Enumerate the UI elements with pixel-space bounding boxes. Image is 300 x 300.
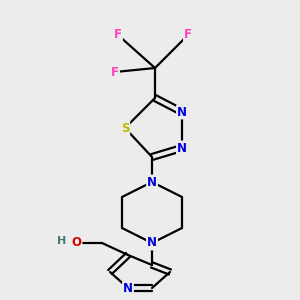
Text: S: S xyxy=(121,122,129,134)
Text: N: N xyxy=(177,106,187,118)
Text: O: O xyxy=(71,236,82,250)
Text: N: N xyxy=(177,142,187,154)
Text: F: F xyxy=(114,28,122,41)
Text: F: F xyxy=(184,28,192,41)
Text: N: N xyxy=(147,176,157,188)
Text: N: N xyxy=(147,236,157,250)
Text: N: N xyxy=(123,281,133,295)
Text: H: H xyxy=(57,236,66,246)
Text: F: F xyxy=(111,65,119,79)
